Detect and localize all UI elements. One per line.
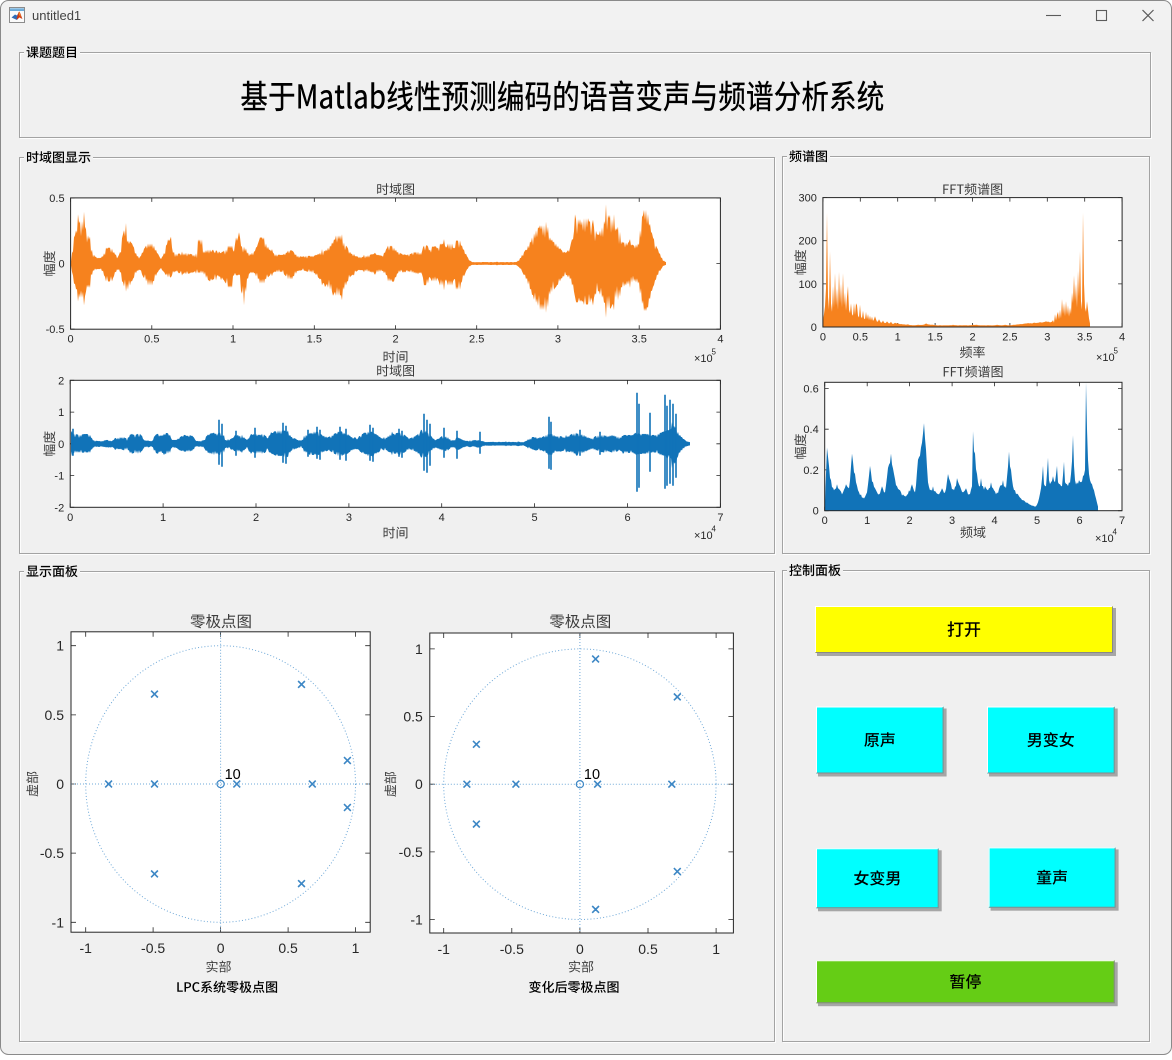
svg-text:0: 0 bbox=[822, 515, 828, 527]
svg-text:-0.5: -0.5 bbox=[141, 940, 165, 956]
svg-text:2: 2 bbox=[253, 512, 259, 524]
svg-text:0.5: 0.5 bbox=[853, 332, 868, 344]
svg-text:5: 5 bbox=[1034, 515, 1040, 527]
svg-text:3: 3 bbox=[346, 512, 352, 524]
svg-text:4: 4 bbox=[712, 525, 717, 534]
svg-text:1: 1 bbox=[160, 512, 166, 524]
svg-text:200: 200 bbox=[799, 236, 817, 248]
svg-text:10: 10 bbox=[584, 767, 600, 783]
svg-text:untitled1: untitled1 bbox=[32, 8, 81, 23]
svg-text:-1: -1 bbox=[52, 914, 65, 930]
svg-text:4: 4 bbox=[717, 334, 723, 346]
svg-text:6: 6 bbox=[624, 512, 630, 524]
svg-text:4: 4 bbox=[1119, 332, 1125, 344]
svg-text:0: 0 bbox=[217, 940, 225, 956]
svg-text:0.5: 0.5 bbox=[278, 940, 298, 956]
svg-text:7: 7 bbox=[717, 512, 723, 524]
svg-text:4: 4 bbox=[992, 515, 998, 527]
svg-text:0: 0 bbox=[813, 506, 819, 518]
svg-text:0.5: 0.5 bbox=[49, 193, 64, 205]
svg-text:-1: -1 bbox=[54, 471, 64, 483]
svg-text:0: 0 bbox=[415, 776, 423, 792]
svg-text:0: 0 bbox=[576, 941, 584, 957]
svg-text:-1: -1 bbox=[79, 940, 92, 956]
svg-text:4: 4 bbox=[1113, 528, 1118, 537]
svg-text:2.5: 2.5 bbox=[1002, 332, 1017, 344]
svg-text:10: 10 bbox=[225, 767, 241, 783]
svg-text:1: 1 bbox=[895, 332, 901, 344]
svg-text:1: 1 bbox=[712, 941, 720, 957]
svg-text:-1: -1 bbox=[437, 941, 450, 957]
svg-text:5: 5 bbox=[532, 512, 538, 524]
svg-text:×10: ×10 bbox=[694, 353, 713, 365]
svg-text:1: 1 bbox=[230, 334, 236, 346]
svg-text:-2: -2 bbox=[54, 502, 64, 514]
svg-text:0.5: 0.5 bbox=[403, 709, 423, 725]
svg-text:2: 2 bbox=[907, 515, 913, 527]
svg-text:300: 300 bbox=[799, 193, 817, 205]
svg-text:0: 0 bbox=[67, 512, 73, 524]
svg-text:0: 0 bbox=[820, 332, 826, 344]
svg-text:-0.5: -0.5 bbox=[46, 324, 65, 336]
svg-text:3.5: 3.5 bbox=[632, 334, 647, 346]
svg-text:3: 3 bbox=[1044, 332, 1050, 344]
svg-text:3.5: 3.5 bbox=[1077, 332, 1092, 344]
svg-text:0.2: 0.2 bbox=[803, 465, 818, 477]
svg-text:-1: -1 bbox=[410, 912, 423, 928]
svg-text:2: 2 bbox=[58, 375, 64, 387]
svg-text:×10: ×10 bbox=[1095, 533, 1114, 545]
svg-text:2: 2 bbox=[392, 334, 398, 346]
svg-text:0.5: 0.5 bbox=[144, 334, 159, 346]
svg-text:6: 6 bbox=[1076, 515, 1082, 527]
svg-text:2.5: 2.5 bbox=[469, 334, 484, 346]
svg-text:1: 1 bbox=[58, 407, 64, 419]
svg-text:-0.5: -0.5 bbox=[500, 941, 524, 957]
svg-text:0: 0 bbox=[68, 334, 74, 346]
svg-text:0: 0 bbox=[58, 439, 64, 451]
svg-text:1: 1 bbox=[864, 515, 870, 527]
svg-text:×10: ×10 bbox=[1096, 352, 1115, 364]
svg-text:4: 4 bbox=[439, 512, 445, 524]
svg-text:0: 0 bbox=[58, 259, 64, 271]
svg-text:0.5: 0.5 bbox=[638, 941, 658, 957]
svg-text:×10: ×10 bbox=[694, 530, 713, 542]
svg-text:7: 7 bbox=[1119, 515, 1125, 527]
svg-text:0.6: 0.6 bbox=[803, 383, 818, 395]
svg-text:0.4: 0.4 bbox=[803, 424, 818, 436]
svg-text:0.5: 0.5 bbox=[45, 707, 65, 723]
svg-text:5: 5 bbox=[1114, 347, 1119, 356]
svg-text:1: 1 bbox=[415, 641, 423, 657]
svg-text:1: 1 bbox=[352, 940, 360, 956]
svg-text:3: 3 bbox=[555, 334, 561, 346]
svg-text:0: 0 bbox=[56, 776, 64, 792]
svg-text:100: 100 bbox=[799, 279, 817, 291]
svg-text:1.5: 1.5 bbox=[307, 334, 322, 346]
svg-text:2: 2 bbox=[969, 332, 975, 344]
svg-text:0: 0 bbox=[811, 322, 817, 334]
svg-text:-0.5: -0.5 bbox=[399, 844, 423, 860]
svg-text:1.5: 1.5 bbox=[927, 332, 942, 344]
svg-text:3: 3 bbox=[949, 515, 955, 527]
svg-text:-0.5: -0.5 bbox=[40, 845, 64, 861]
svg-text:5: 5 bbox=[712, 348, 717, 357]
svg-text:1: 1 bbox=[56, 638, 64, 654]
